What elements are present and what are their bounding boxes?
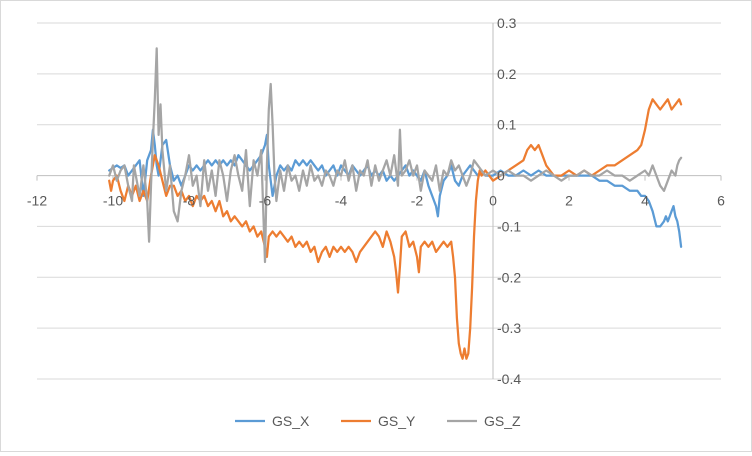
legend-label: GS_Z (484, 413, 521, 429)
series-line-gs-z (108, 47, 683, 264)
series-line-gs-x (108, 128, 683, 248)
gridlines (37, 22, 721, 380)
x-tick-label: -12 (27, 193, 47, 209)
y-tick-label: -0.1 (497, 218, 521, 234)
x-tick-label: -6 (259, 193, 272, 209)
x-tick-label: 6 (717, 193, 725, 209)
y-tick-labels: 0.3 0.2 0.1 0 -0.1 -0.2 -0.3 -0.4 (497, 15, 521, 387)
y-tick-label: -0.2 (497, 269, 521, 285)
y-tick-label: 0.3 (497, 15, 517, 31)
series-lines (108, 47, 683, 360)
x-tick-label: -4 (335, 193, 348, 209)
x-tick-labels: -12 -10 -8 -6 -4 -2 0 2 4 6 (27, 193, 725, 209)
y-tick-label: -0.3 (497, 320, 521, 336)
x-tick-label: 4 (641, 193, 649, 209)
x-tick-label: -2 (411, 193, 424, 209)
y-tick-label: 0.2 (497, 66, 517, 82)
x-tick-label: -10 (103, 193, 123, 209)
x-tick-label: 0 (489, 193, 497, 209)
y-tick-label: 0.1 (497, 117, 517, 133)
legend: GS_X GS_Y GS_Z (235, 413, 521, 429)
series-line-gs-y (108, 98, 683, 360)
y-tick-label: 0 (497, 168, 505, 184)
y-tick-label: -0.4 (497, 371, 521, 387)
x-tick-label: -8 (183, 193, 196, 209)
legend-label: GS_Y (378, 413, 416, 429)
x-tick-label: 2 (565, 193, 573, 209)
legend-label: GS_X (272, 413, 310, 429)
